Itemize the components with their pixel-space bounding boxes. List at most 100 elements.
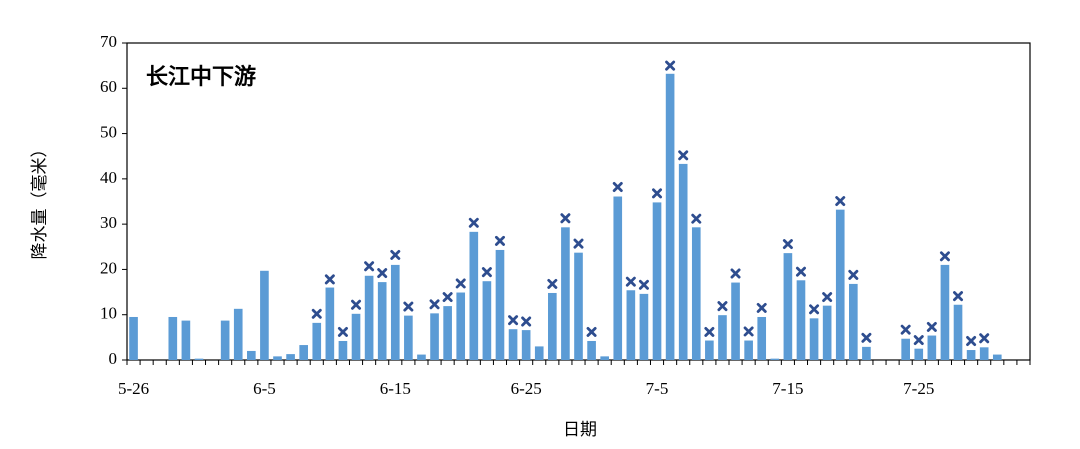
x-tick-label: 6-5	[253, 379, 276, 398]
x-tick-label: 7-5	[646, 379, 669, 398]
x-marker	[743, 326, 754, 337]
bar	[966, 350, 976, 360]
bar	[626, 290, 636, 360]
bar	[731, 282, 740, 360]
bar	[312, 322, 322, 360]
bar	[613, 196, 623, 360]
x-marker	[638, 279, 649, 290]
bar	[286, 354, 295, 360]
x-marker	[730, 268, 741, 279]
bar	[220, 320, 230, 360]
y-tick-label: 70	[100, 32, 117, 51]
y-tick-label: 20	[100, 258, 117, 277]
bar	[691, 227, 701, 360]
x-marker	[822, 292, 833, 303]
bar	[561, 227, 570, 360]
bar	[783, 253, 793, 360]
bar	[652, 202, 662, 360]
x-marker	[691, 213, 702, 224]
x-marker	[547, 278, 558, 289]
x-marker	[979, 333, 990, 344]
x-marker	[782, 239, 793, 250]
bar	[940, 264, 950, 360]
x-marker	[586, 326, 597, 337]
x-marker	[704, 326, 715, 337]
x-marker	[835, 196, 846, 207]
bar	[430, 313, 439, 360]
bar	[233, 308, 243, 360]
x-marker	[913, 335, 924, 346]
x-marker	[429, 299, 440, 310]
x-axis-label: 日期	[563, 420, 597, 440]
x-marker	[612, 182, 623, 193]
x-marker	[926, 321, 937, 332]
bar	[364, 275, 374, 360]
bar	[862, 346, 871, 360]
bar	[299, 345, 308, 360]
y-tick-label: 50	[100, 122, 117, 141]
x-tick-label: 7-15	[772, 379, 803, 398]
bar	[574, 252, 583, 360]
x-marker	[390, 249, 401, 260]
x-marker	[560, 213, 571, 224]
x-marker	[508, 315, 519, 326]
bar	[953, 304, 963, 360]
x-tick-label: 7-25	[903, 379, 934, 398]
y-tick-label: 40	[100, 168, 117, 187]
bar	[417, 354, 426, 360]
x-marker	[403, 301, 414, 312]
bar	[181, 320, 191, 360]
x-marker	[481, 267, 492, 278]
bar	[914, 348, 924, 360]
bar	[587, 340, 596, 360]
x-marker	[795, 266, 806, 277]
x-marker	[377, 268, 388, 279]
bar	[718, 315, 727, 360]
bar	[744, 340, 753, 360]
x-marker	[468, 217, 479, 228]
bar	[508, 329, 518, 360]
y-tick-label: 0	[109, 349, 118, 368]
bar	[273, 356, 282, 360]
bar	[979, 347, 989, 360]
x-marker	[351, 299, 362, 310]
x-marker	[652, 188, 663, 199]
bar	[194, 358, 204, 360]
bar	[521, 330, 531, 360]
x-marker	[756, 302, 767, 313]
x-marker	[665, 60, 676, 71]
x-tick-label: 6-25	[511, 379, 542, 398]
bar	[351, 313, 361, 360]
bar	[168, 316, 178, 360]
x-marker	[809, 304, 820, 315]
bar	[822, 305, 832, 360]
bar	[665, 73, 675, 361]
x-marker	[717, 301, 728, 312]
x-marker	[311, 308, 322, 319]
chart-title: 长江中下游	[146, 64, 256, 90]
x-marker	[573, 238, 584, 249]
x-marker	[337, 326, 348, 337]
bar	[927, 335, 937, 360]
bar	[495, 249, 505, 360]
bar	[247, 350, 256, 360]
y-tick-label: 10	[100, 304, 117, 323]
x-marker	[966, 335, 977, 346]
x-marker	[455, 278, 466, 289]
x-marker	[861, 332, 872, 343]
bar	[705, 340, 714, 360]
bar	[534, 346, 544, 360]
bar	[456, 292, 466, 360]
bar	[325, 287, 335, 360]
x-marker	[939, 251, 950, 262]
bar	[260, 270, 269, 360]
x-tick-label: 6-15	[380, 379, 411, 398]
bar	[901, 338, 910, 360]
bar	[443, 306, 452, 360]
bar	[796, 280, 806, 360]
x-marker	[848, 269, 859, 280]
bar	[639, 293, 649, 360]
x-marker	[625, 276, 636, 287]
x-marker	[953, 291, 964, 302]
